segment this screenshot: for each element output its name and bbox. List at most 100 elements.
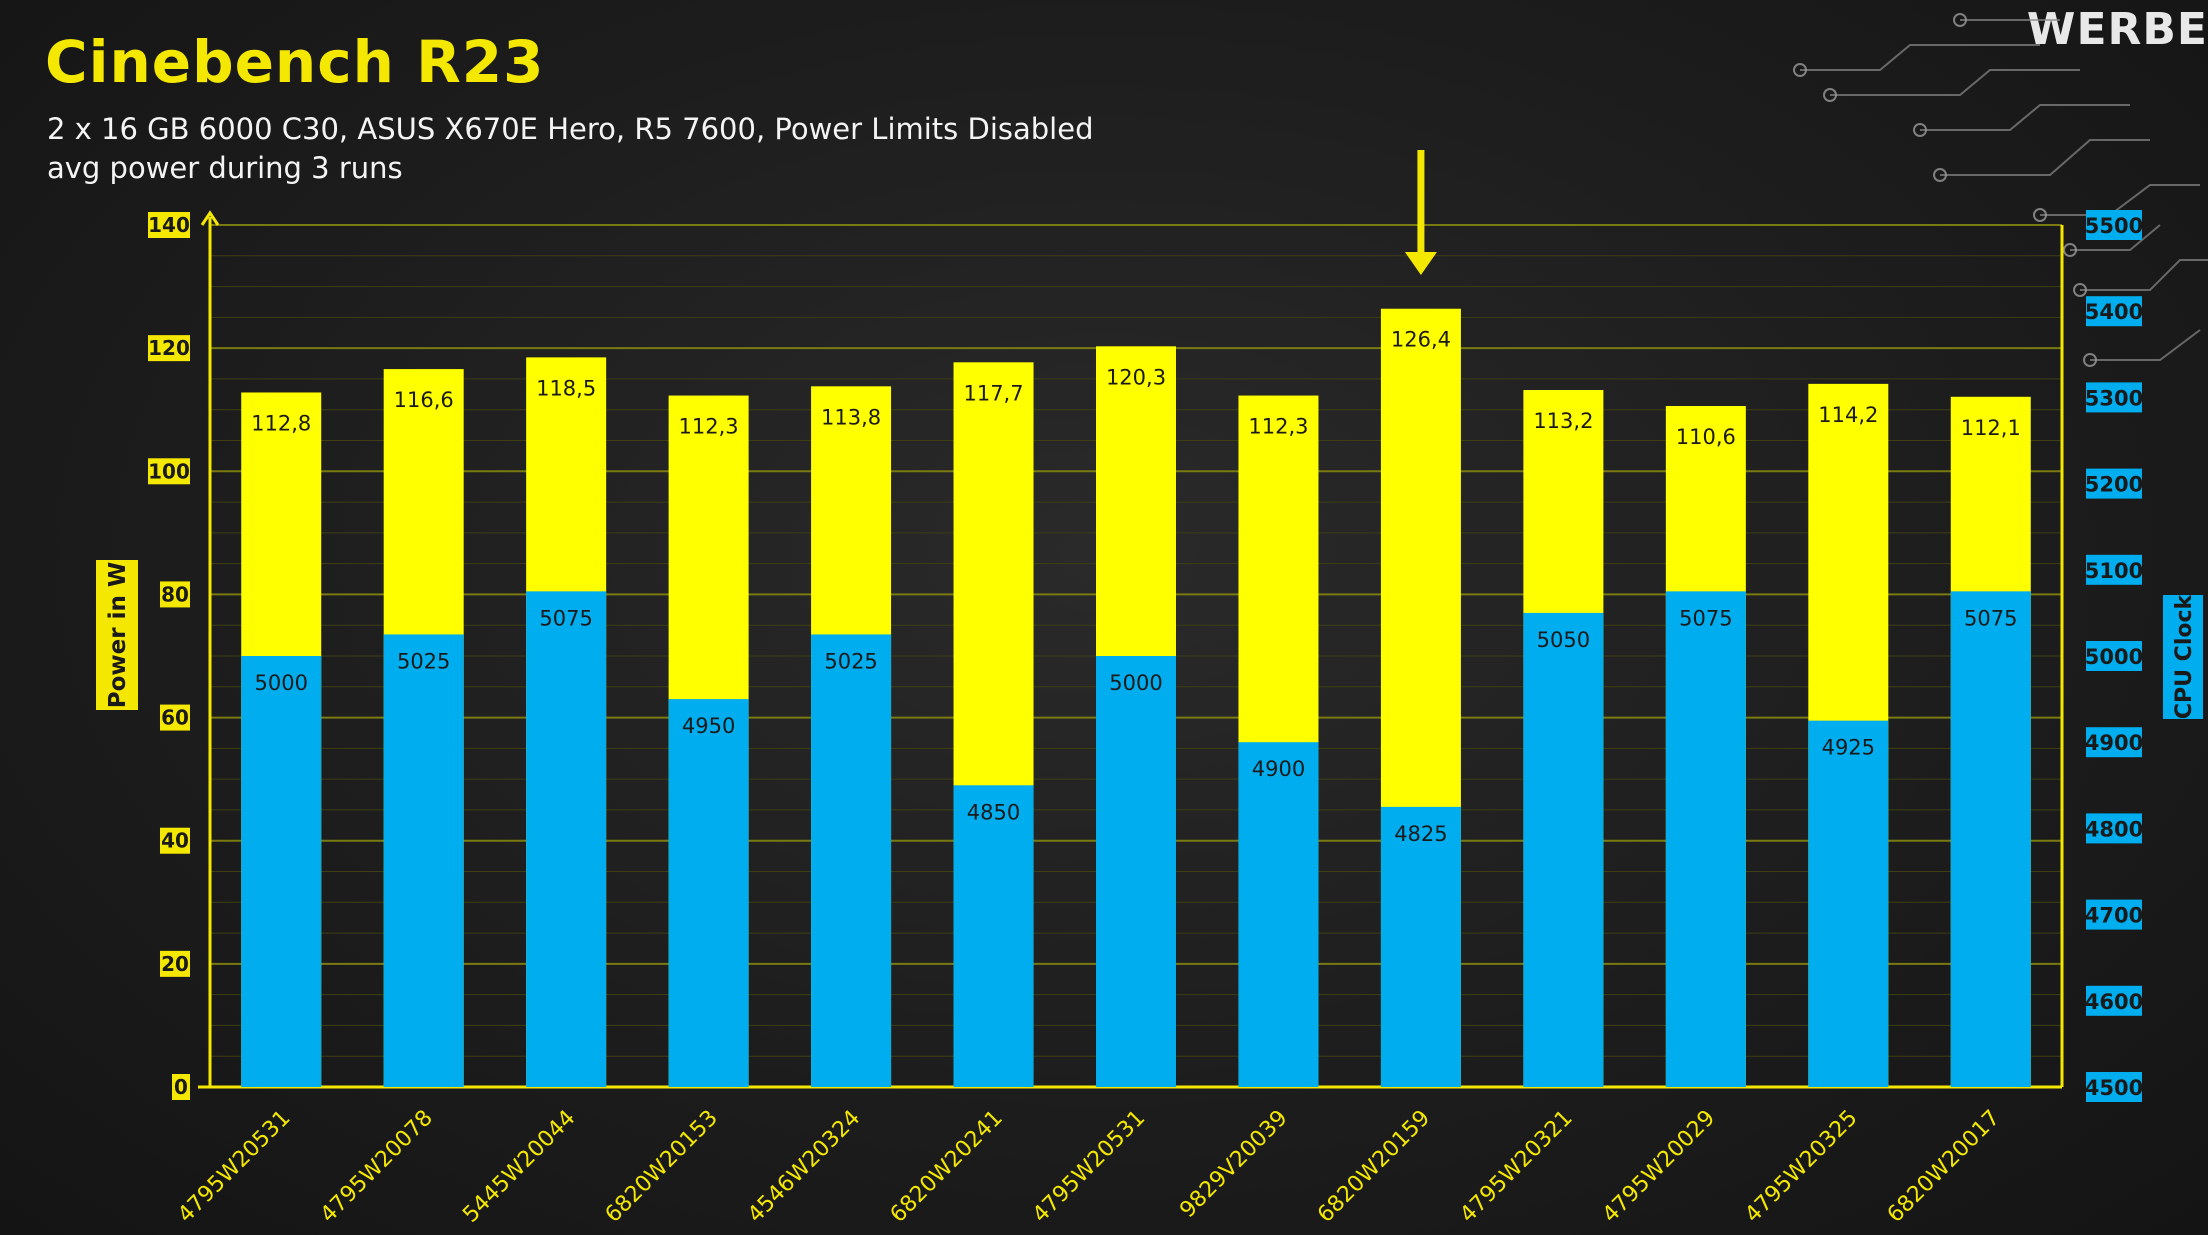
clock-bar xyxy=(241,656,322,1087)
y2-tick-box xyxy=(2086,1072,2142,1102)
circuit-node xyxy=(1933,168,1947,182)
circuit-trace xyxy=(2040,184,2200,216)
clock-value-label: 5000 xyxy=(255,671,308,695)
clock-bar xyxy=(526,591,607,1087)
power-value-label: 120,3 xyxy=(1106,365,1166,389)
y2-tick-label: 4700 xyxy=(2085,904,2143,928)
y-tick-box xyxy=(148,212,190,238)
clock-value-label: 5075 xyxy=(1679,606,1732,630)
y2-tick-label: 4800 xyxy=(2085,817,2143,841)
circuit-trace xyxy=(1800,44,2040,71)
x-tick-label: 4795W20325 xyxy=(1740,1106,1862,1228)
y2-tick-label: 5400 xyxy=(2085,300,2143,324)
clock-bar xyxy=(1523,612,1604,1087)
clock-value-label: 4850 xyxy=(967,800,1020,824)
circuit-node xyxy=(2063,243,2077,257)
circuit-trace xyxy=(1920,104,2130,131)
y2-tick-box xyxy=(2086,210,2142,240)
x-tick-label: 5445W20044 xyxy=(458,1106,580,1228)
highlight-arrow-head xyxy=(1404,252,1437,275)
y2-axis-title: CPU Clock xyxy=(2163,593,2203,719)
y-tick-box xyxy=(160,581,190,608)
y-axis-arrow xyxy=(200,210,220,226)
y2-tick-box xyxy=(2086,641,2142,671)
power-value-label: 112,3 xyxy=(679,415,739,439)
clock-value-label: 4825 xyxy=(1394,822,1447,846)
clock-bar xyxy=(1950,591,2031,1087)
y2-tick-box xyxy=(2086,554,2142,585)
y-tick-label: 40 xyxy=(161,829,189,853)
x-tick-label: 4795W20321 xyxy=(1455,1106,1577,1228)
circuit-node xyxy=(1823,88,1837,102)
y-tick-label: 120 xyxy=(148,336,190,360)
x-tick-label: 4795W20531 xyxy=(1028,1106,1150,1228)
x-tick-label: 4795W20029 xyxy=(1598,1106,1720,1228)
brand-logo: WERBE xyxy=(2026,4,2208,55)
power-value-label: 114,2 xyxy=(1818,403,1878,427)
y2-tick-label: 4500 xyxy=(2085,1076,2143,1100)
y2-tick-label: 5500 xyxy=(2085,214,2143,238)
x-tick-label: 6820W20241 xyxy=(886,1106,1008,1228)
chart-title: Cinebench R23 xyxy=(45,28,545,96)
power-value-label: 117,7 xyxy=(963,381,1023,405)
clock-value-label: 5000 xyxy=(1109,671,1162,695)
circuit-node xyxy=(1913,123,1927,137)
x-tick-label: 4795W20078 xyxy=(316,1106,438,1228)
clock-bar xyxy=(953,785,1034,1087)
clock-value-label: 5050 xyxy=(1537,628,1590,652)
y2-tick-box xyxy=(2086,468,2142,499)
y2-tick-label: 5000 xyxy=(2085,645,2143,669)
clock-value-label: 5075 xyxy=(539,606,592,630)
y2-tick-label: 5100 xyxy=(2085,559,2143,583)
clock-value-label: 5075 xyxy=(1964,606,2017,630)
y-axis-title-box xyxy=(96,560,138,710)
y2-tick-box xyxy=(2086,382,2142,413)
y-tick-label: 80 xyxy=(161,582,189,606)
y2-axis-title-box xyxy=(2163,595,2203,719)
x-tick-label: 9829V20039 xyxy=(1175,1106,1292,1223)
y-tick-box xyxy=(160,704,190,731)
circuit-trace xyxy=(2070,224,2161,251)
y-tick-label: 100 xyxy=(148,459,190,483)
x-tick-label: 6820W20159 xyxy=(1313,1106,1435,1228)
clock-bar xyxy=(668,699,749,1087)
y-tick-label: 20 xyxy=(161,952,189,976)
clock-value-label: 4950 xyxy=(682,714,735,738)
power-value-label: 112,1 xyxy=(1961,416,2021,440)
clock-bar xyxy=(383,634,464,1087)
y-axis-title: Power in W xyxy=(96,560,138,710)
clock-bar xyxy=(1665,591,1746,1087)
y2-tick-box xyxy=(2086,813,2142,844)
circuit-trace xyxy=(1940,139,2150,176)
circuit-node xyxy=(2083,353,2097,367)
clock-value-label: 4925 xyxy=(1822,736,1875,760)
power-value-label: 116,6 xyxy=(394,388,454,412)
y-tick-label: 0 xyxy=(174,1075,188,1099)
y-tick-box xyxy=(160,827,190,854)
y2-tick-label: 5200 xyxy=(2085,473,2143,497)
power-value-label: 112,3 xyxy=(1248,415,1308,439)
y-tick-label: 60 xyxy=(161,706,189,730)
clock-bar xyxy=(811,634,892,1087)
clock-value-label: 5025 xyxy=(397,649,450,673)
circuit-node xyxy=(1793,63,1807,77)
chart-subtitle-note: avg power during 3 runs xyxy=(47,151,403,185)
circuit-decoration xyxy=(1793,13,2208,367)
chart-axes: 0 20 40 60 80 100 120 140 4500 4600 4700 4800 4900 50… xyxy=(96,150,2203,1102)
power-value-label: 118,5 xyxy=(536,376,596,400)
circuit-node xyxy=(2033,208,2047,222)
power-value-label: 110,6 xyxy=(1676,425,1736,449)
clock-value-label: 5025 xyxy=(824,649,877,673)
power-value-label: 113,2 xyxy=(1533,409,1593,433)
y2-axis-title-label: CPU Clock xyxy=(2172,593,2197,719)
y-tick-box xyxy=(148,335,190,362)
power-value-label: 113,8 xyxy=(821,405,881,429)
y-tick-label: 140 xyxy=(148,213,190,237)
y2-tick-label: 4900 xyxy=(2085,731,2143,755)
clock-value-label: 4900 xyxy=(1252,757,1305,781)
clock-bar xyxy=(1380,806,1461,1087)
y2-tick-box xyxy=(2086,727,2142,758)
circuit-node xyxy=(2073,283,2087,297)
clock-bar xyxy=(1096,656,1176,1087)
